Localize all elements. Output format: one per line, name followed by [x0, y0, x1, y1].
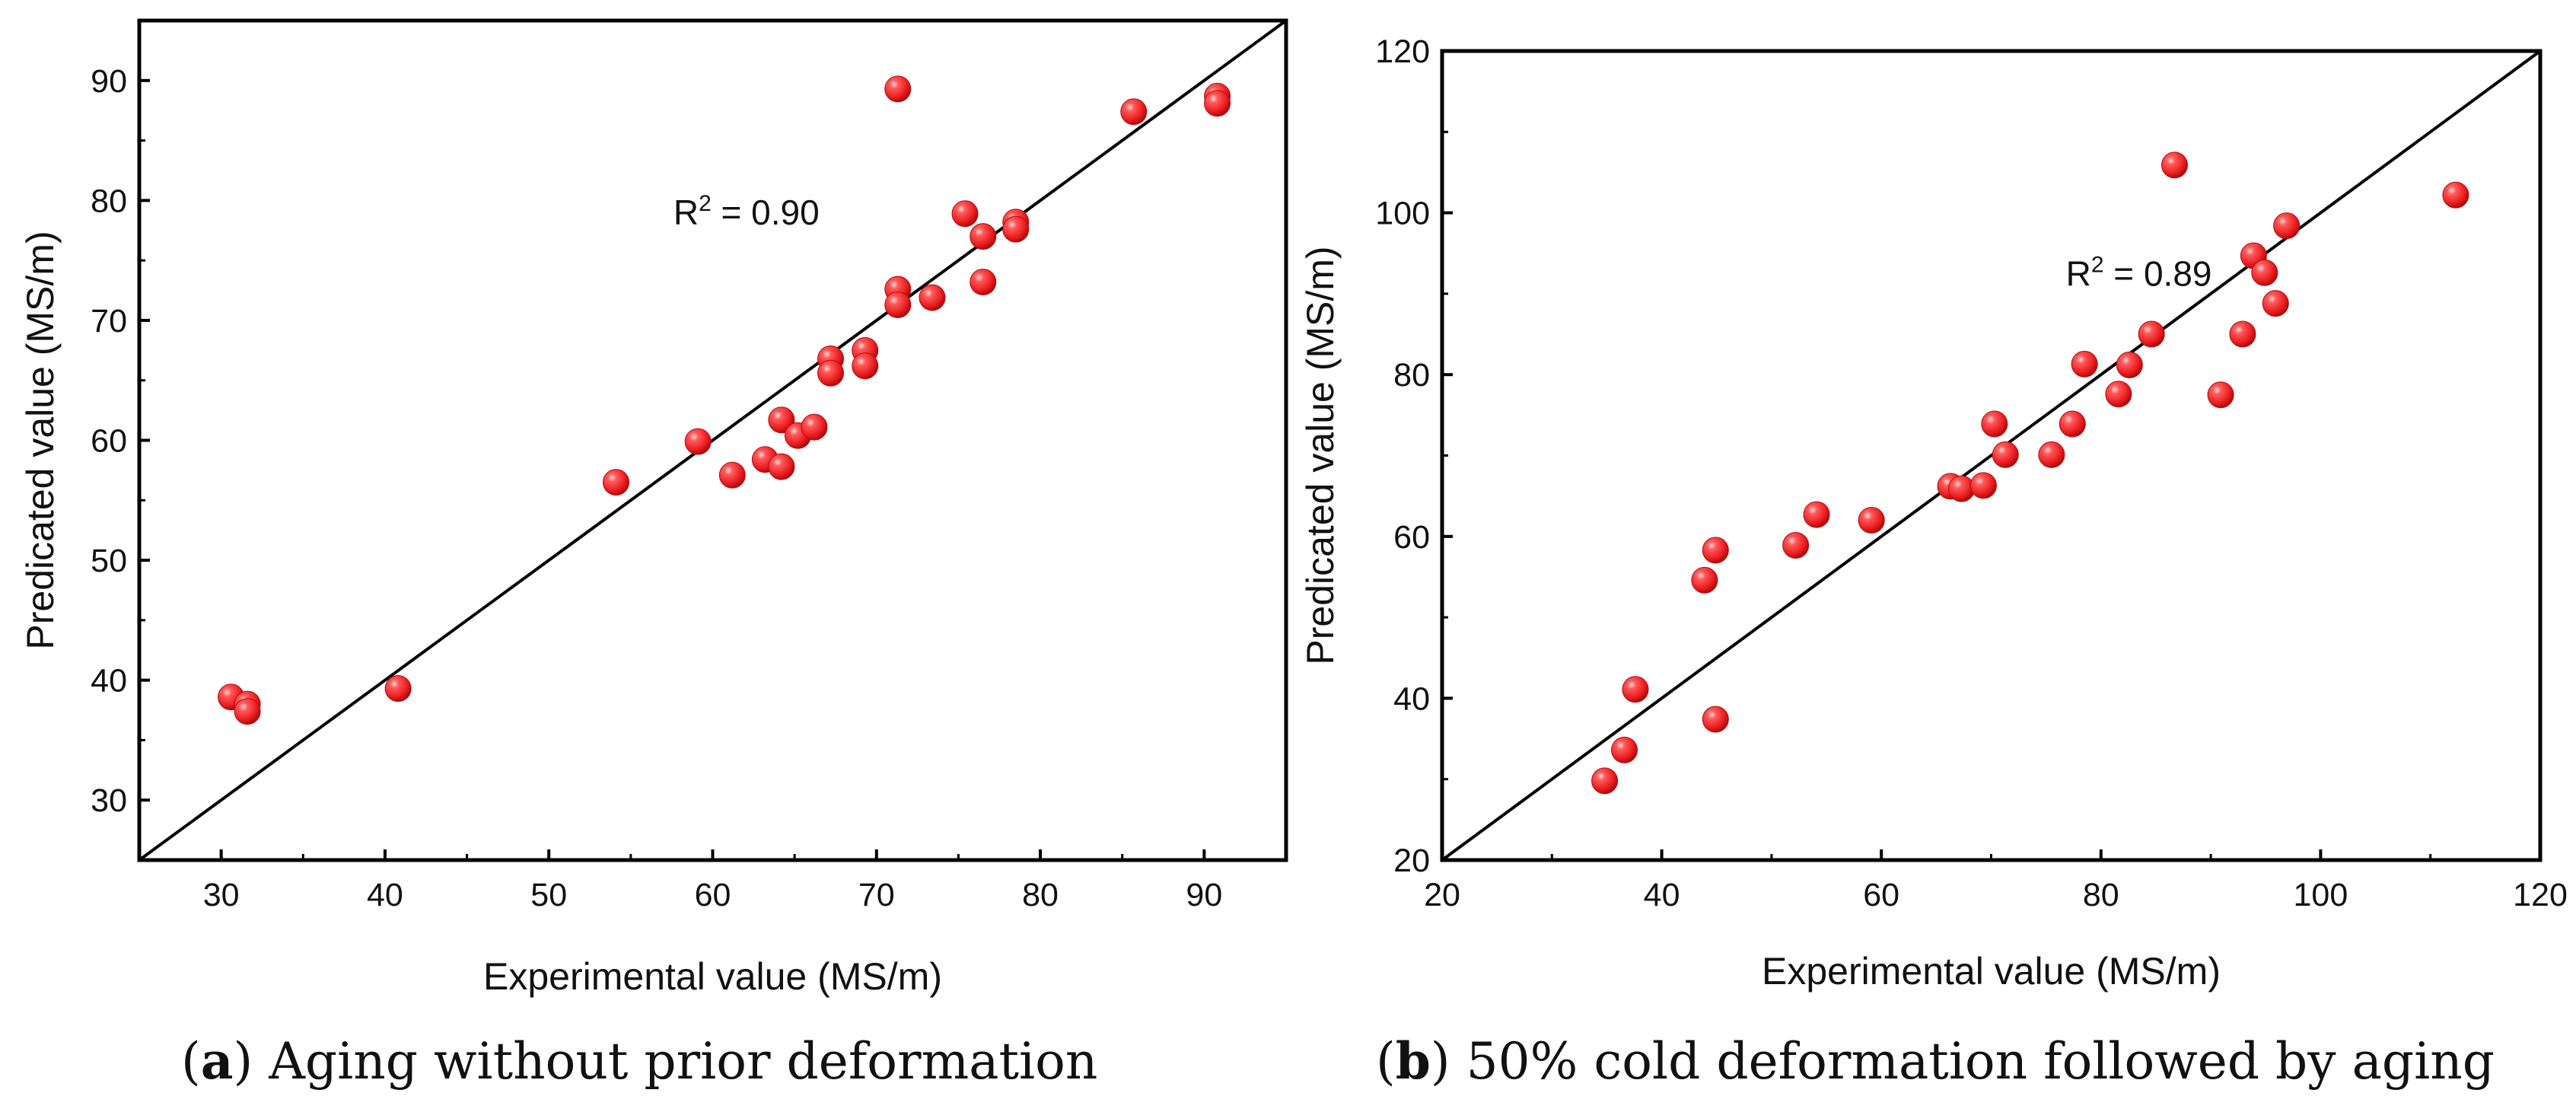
- panel-b-data-point-26: [2262, 290, 2289, 317]
- panel-b-y-axis-title: Predicated value (MS/m): [1299, 246, 1342, 664]
- panel-a-data-point-6: [684, 428, 712, 455]
- panel-b-data-point-1: [1591, 767, 1619, 795]
- panel-b-data-point-23: [2229, 320, 2256, 348]
- panel-b-x-tick-label: 20: [1424, 877, 1460, 913]
- panel-b-x-tick-label: 120: [2513, 877, 2568, 913]
- panel-a-data-point-18: [884, 291, 912, 318]
- panel-b-data-point-27: [2273, 212, 2301, 240]
- panel-b-y-tick-label: 40: [1393, 680, 1430, 717]
- panel-a-y-tick-label: 50: [91, 543, 127, 579]
- panel-b-data-point-7: [1782, 531, 1810, 559]
- panel-b-data-point-20: [2138, 320, 2165, 348]
- panel-b-data-point-13: [1981, 410, 2008, 438]
- panel-b-data-point-17: [2071, 350, 2098, 378]
- panel-a-x-axis-title: Experimental value (MS/m): [483, 955, 942, 998]
- panel-a-data-point-10: [768, 406, 795, 434]
- panel-a-y-tick-label: 60: [91, 423, 127, 460]
- panel-a-data-point-16: [852, 352, 879, 380]
- panel-b-data-point-25: [2251, 259, 2278, 286]
- panel-a-data-point-5: [602, 469, 629, 496]
- panel-b-data-point-4: [1691, 566, 1718, 594]
- panel-b-y-tick-label: 80: [1393, 357, 1430, 394]
- panel-b-data-point-16: [2059, 410, 2086, 438]
- panel-b-r2-annotation: R2 = 0.89: [2066, 252, 2212, 293]
- panel-b-data-point-15: [2038, 441, 2065, 468]
- panel-b-x-tick-label: 60: [1863, 877, 1899, 913]
- panel-a-data-point-7: [718, 461, 746, 489]
- panel-a-x-tick-label: 70: [858, 877, 895, 913]
- panel-b-chart: 20 40 60 80 100 120 20 40 60 80 100 120 R2 = 0.89 Exp…: [1299, 33, 2568, 993]
- panel-a-data-point-22: [970, 223, 997, 250]
- panel-b-x-axis-title: Experimental value (MS/m): [1762, 950, 2221, 993]
- panel-a-r2-annotation: R2 = 0.90: [673, 191, 820, 232]
- panel-b-data-point-21: [2160, 151, 2188, 179]
- panel-a-caption: (a) Aging without prior deformation: [181, 1031, 1098, 1091]
- panel-b-caption-text: 50% cold deformation followed by aging: [1466, 1032, 2495, 1091]
- panel-b-x-tick-label: 40: [1644, 877, 1680, 913]
- panel-b-data-point-12: [1969, 472, 1997, 499]
- panel-b-data-point-5: [1702, 537, 1729, 564]
- panel-b-x-tick-label: 100: [2294, 877, 2348, 913]
- panel-a-caption-text: Aging without prior deformation: [269, 1032, 1098, 1091]
- panel-b-data-point-9: [1858, 507, 1885, 534]
- panel-a-x-tick-label: 60: [695, 877, 731, 913]
- panel-a-label: a: [200, 1031, 234, 1091]
- panel-b-data-point-2: [1611, 736, 1638, 763]
- panel-b-x-tick-label: 80: [2083, 877, 2119, 913]
- panel-a-x-tick-label: 40: [367, 877, 403, 913]
- panel-a-data-point-9: [768, 453, 795, 480]
- panel-a-data-point-21: [951, 200, 979, 228]
- panel-a-data-point-23: [970, 269, 997, 296]
- panel-a-data-point-25: [1002, 215, 1030, 243]
- panel-b-label: b: [1395, 1031, 1431, 1091]
- panel-b-y-tick-label: 100: [1375, 196, 1430, 232]
- panel-a-x-tick-label: 80: [1022, 877, 1059, 913]
- panel-b-y-tick-label: 60: [1393, 519, 1430, 556]
- panel-b-data-point-3: [1622, 676, 1649, 703]
- panel-a-data-point-14: [817, 359, 845, 387]
- panel-a-data-point-4: [384, 675, 412, 703]
- panel-b-reference-line: [1441, 49, 2542, 862]
- panel-a-y-tick-label: 80: [91, 183, 127, 219]
- panel-a-chart: 30 40 50 60 70 80 90 30 40 50 60 70 80 90 R2 = 0.90 Exp…: [19, 18, 1288, 998]
- panel-a-x-tick-label: 50: [530, 877, 567, 913]
- panel-a-data-point-19: [884, 75, 912, 103]
- panel-a-reference-line: [138, 19, 1288, 862]
- panel-b-data-point-22: [2207, 381, 2234, 409]
- panel-a-y-tick-label: 30: [91, 782, 127, 819]
- panel-a-x-tick-label: 30: [203, 877, 240, 913]
- panel-a-x-tick-label: 90: [1186, 877, 1222, 913]
- panel-a-y-tick-label: 40: [91, 663, 127, 699]
- panel-a-data-point-20: [919, 284, 946, 311]
- panel-a-y-axis-title: Predicated value (MS/m): [19, 231, 62, 649]
- panel-b-data-point-6: [1702, 706, 1729, 733]
- panel-b-y-tick-label: 120: [1375, 33, 1430, 70]
- panel-b-data-point-18: [2105, 381, 2132, 408]
- panel-b-data-point-8: [1803, 501, 1830, 528]
- panel-b-data-point-28: [2442, 181, 2469, 209]
- panel-b-data-point-19: [2116, 351, 2143, 378]
- panel-b-caption: (b) 50% cold deformation followed by agi…: [1376, 1031, 2495, 1091]
- panel-b-y-tick-label: 20: [1393, 843, 1430, 879]
- panel-a-data-point-3: [234, 698, 261, 725]
- panel-a-data-point-28: [1204, 90, 1231, 117]
- panel-a-data-point-26: [1120, 98, 1148, 126]
- panel-a-y-tick-label: 70: [91, 303, 127, 339]
- panel-a-y-tick-label: 90: [91, 63, 127, 100]
- panel-b-data-point-14: [1992, 441, 2019, 468]
- panel-a-data-point-12: [801, 413, 828, 441]
